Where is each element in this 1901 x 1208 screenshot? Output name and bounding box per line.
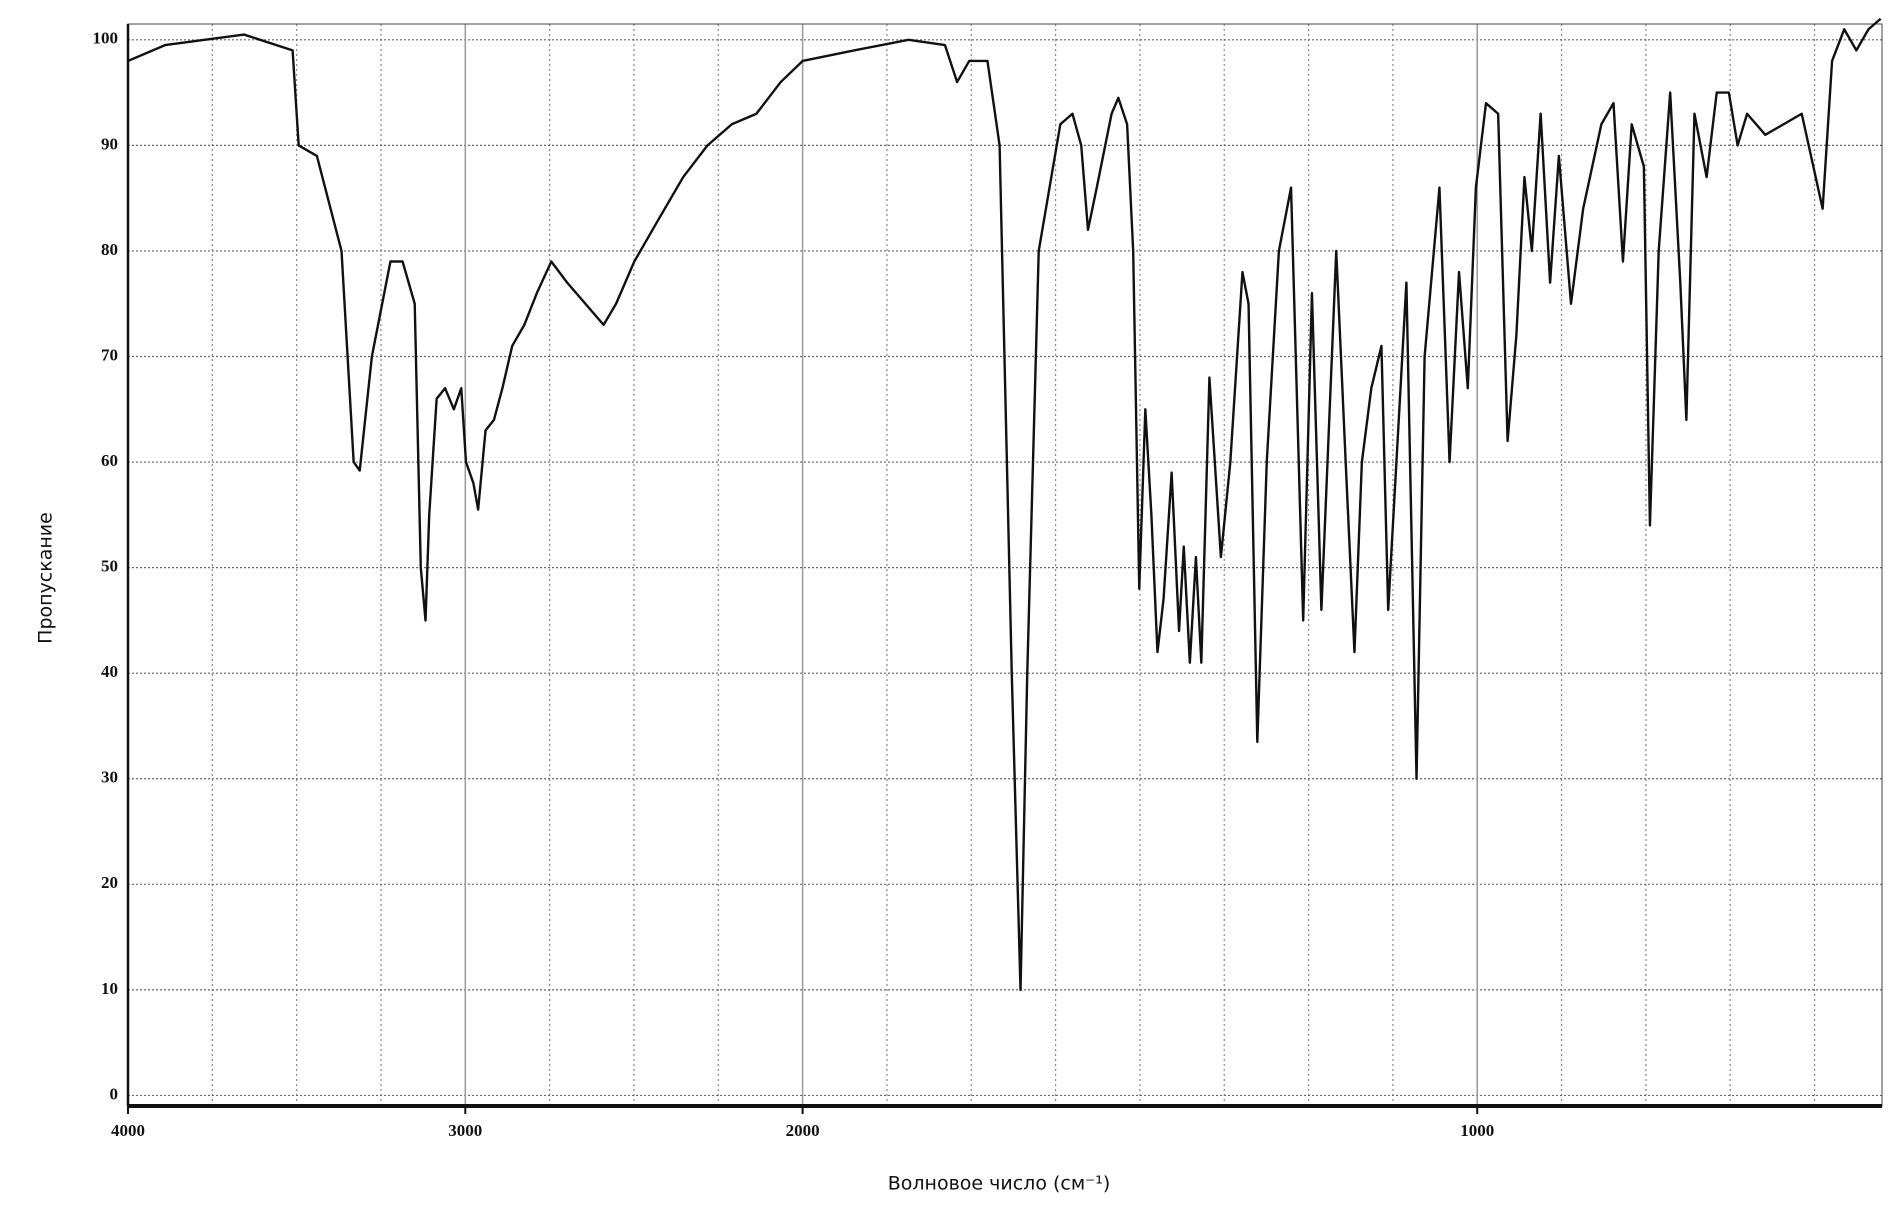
y-tick-label: 40 bbox=[101, 662, 118, 681]
x-tick-label: 2000 bbox=[786, 1121, 820, 1140]
x-tick-label: 1000 bbox=[1460, 1121, 1494, 1140]
x-tick-label: 4000 bbox=[111, 1121, 145, 1140]
y-tick-label: 100 bbox=[93, 29, 119, 48]
x-tick-label: 3000 bbox=[448, 1121, 482, 1140]
y-tick-label: 60 bbox=[101, 451, 118, 470]
y-tick-label: 80 bbox=[101, 240, 118, 259]
x-axis-title: Волновое число (см⁻¹) bbox=[888, 1173, 1110, 1195]
y-tick-label: 50 bbox=[101, 557, 118, 576]
y-axis-title: Пропускание bbox=[35, 512, 57, 644]
y-tick-label: 10 bbox=[101, 979, 118, 998]
spectrum-line bbox=[127, 17, 1882, 992]
y-tick-label: 90 bbox=[101, 134, 118, 153]
y-tick-label: 30 bbox=[101, 768, 118, 787]
y-tick-label: 20 bbox=[101, 873, 118, 892]
y-tick-label: 0 bbox=[110, 1084, 119, 1103]
y-tick-label: 70 bbox=[101, 345, 118, 364]
